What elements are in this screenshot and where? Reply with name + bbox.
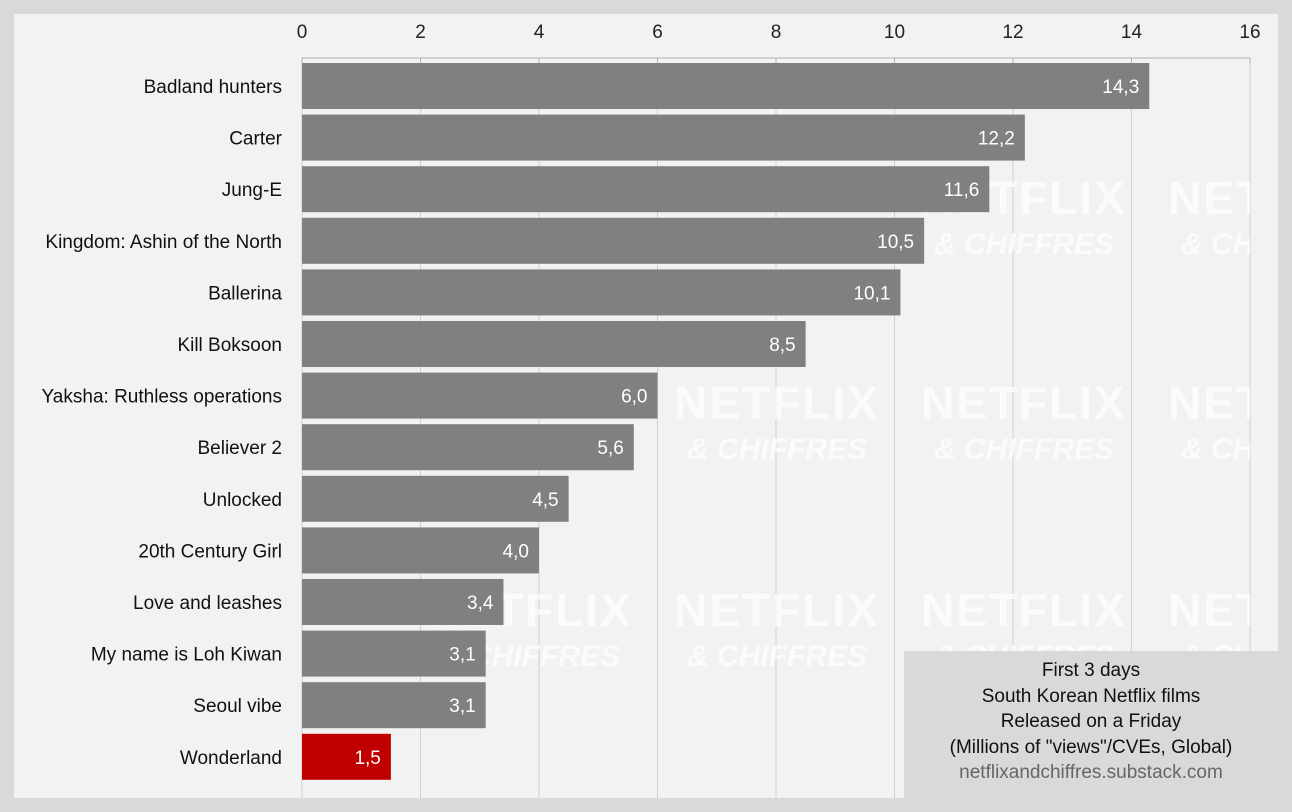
legend-line-4: (Millions of "views"/CVEs, Global) (949, 736, 1233, 758)
x-tick-label-3: 6 (652, 22, 663, 43)
legend-line-2: South Korean Netflix films (981, 685, 1201, 707)
source-credit: netflixandchiffres.substack.com (959, 762, 1223, 783)
category-label-5: Kill Boksoon (177, 335, 282, 356)
data-label-3: 10,5 (877, 232, 914, 253)
x-tick-label-8: 16 (1239, 22, 1260, 43)
watermark-subtext: & CHIFFRES (687, 433, 867, 466)
chart-panel: NETFLIX & CHIFFRES NETFLIX & CHIFFRES NETFLI… (14, 14, 1278, 798)
data-label-6: 6,0 (621, 387, 647, 408)
bar-0 (302, 63, 1150, 109)
watermark-text: NETFLIX (921, 377, 1127, 429)
bar-5 (302, 321, 806, 367)
bar-10 (302, 579, 504, 625)
legend-line-1: First 3 days (1041, 660, 1141, 681)
category-label-8: Unlocked (203, 490, 282, 511)
category-label-9: 20th Century Girl (138, 541, 282, 562)
data-label-13: 1,5 (354, 748, 380, 769)
x-tick-label-7: 14 (1121, 22, 1143, 43)
data-label-5: 8,5 (769, 335, 795, 356)
x-tick-label-2: 4 (534, 22, 545, 43)
watermark-text: NETFLIX (1168, 172, 1278, 224)
data-label-10: 3,4 (467, 593, 494, 614)
category-label-1: Carter (229, 129, 282, 150)
watermark-subtext: & CHIFFRES (1181, 433, 1278, 466)
category-label-6: Yaksha: Ruthless operations (42, 387, 282, 408)
x-tick-label-6: 12 (1002, 22, 1023, 43)
category-label-7: Believer 2 (198, 438, 283, 459)
x-tick-label-1: 2 (415, 22, 426, 43)
bar-2 (302, 166, 990, 213)
data-label-11: 3,1 (449, 645, 475, 666)
watermark-subtext: & CHIFFRES (934, 433, 1114, 466)
watermark-text: NETFLIX (674, 584, 880, 636)
bar-13 (302, 733, 391, 780)
bar-8 (302, 475, 569, 522)
watermark-subtext: & CHIFFRES (934, 228, 1114, 261)
x-tick-label-5: 10 (884, 22, 905, 43)
data-label-8: 4,5 (532, 490, 558, 511)
category-label-2: Jung-E (222, 180, 282, 201)
data-label-4: 10,1 (853, 283, 890, 304)
bar-6 (302, 372, 658, 419)
data-label-1: 12,2 (978, 129, 1015, 150)
watermark-text: NETFLIX (1168, 377, 1278, 429)
bar-4 (302, 269, 901, 316)
watermark-subtext: & CHIFFRES (687, 640, 867, 673)
watermark-subtext: & CHIFFRES (1181, 228, 1278, 261)
category-label-3: Kingdom: Ashin of the North (45, 232, 282, 253)
data-label-12: 3,1 (449, 696, 475, 717)
data-label-2: 11,6 (944, 180, 980, 201)
bar-11 (302, 630, 486, 677)
category-label-10: Love and leashes (133, 593, 282, 614)
category-label-13: Wonderland (180, 748, 282, 769)
watermark-text: NETFLIX (921, 584, 1127, 636)
bar-3 (302, 217, 925, 264)
category-label-0: Badland hunters (144, 77, 282, 98)
legend-line-3: Released on a Friday (1000, 711, 1182, 732)
data-label-7: 5,6 (597, 438, 623, 459)
category-label-4: Ballerina (208, 283, 282, 304)
category-label-11: My name is Loh Kiwan (91, 645, 282, 666)
bar-7 (302, 424, 634, 471)
x-tick-label-4: 8 (771, 22, 782, 43)
bar-1 (302, 114, 1025, 161)
bar-12 (302, 682, 486, 729)
data-label-9: 4,0 (503, 541, 529, 562)
bar-9 (302, 527, 539, 574)
data-label-0: 14,3 (1102, 77, 1139, 98)
watermark-text: NETFLIX (674, 377, 880, 429)
chart-legend-box: First 3 days South Korean Netflix films … (904, 651, 1278, 798)
category-label-12: Seoul vibe (193, 696, 282, 717)
watermark-text: NETFLIX (1168, 584, 1278, 636)
x-tick-label-0: 0 (297, 22, 308, 43)
bar-chart: NETFLIX & CHIFFRES NETFLIX & CHIFFRES NETFLI… (42, 22, 1278, 798)
